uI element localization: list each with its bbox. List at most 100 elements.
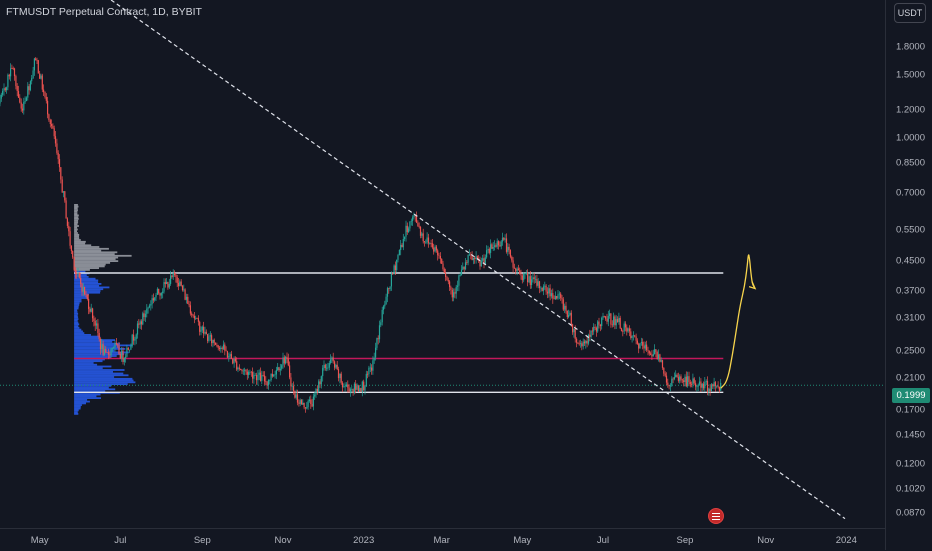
candle xyxy=(109,351,111,359)
candle xyxy=(156,287,158,295)
candle xyxy=(538,280,541,294)
candle xyxy=(139,319,141,329)
candle xyxy=(33,57,35,76)
volume-profile-bar xyxy=(74,214,79,217)
volume-profile-bar xyxy=(74,230,77,233)
candle xyxy=(640,337,642,346)
descending-trendline[interactable] xyxy=(110,0,846,520)
volume-profile-bar xyxy=(74,367,103,370)
candle xyxy=(266,381,268,389)
volume-profile-bar xyxy=(74,413,79,415)
price-tick-label: 0.0870 xyxy=(895,507,925,519)
candle xyxy=(657,349,660,362)
candle xyxy=(577,342,579,345)
candle xyxy=(628,325,631,337)
candle xyxy=(344,382,346,392)
volume-profile-bar xyxy=(74,376,115,378)
candle xyxy=(507,243,509,256)
volume-profile-bar xyxy=(74,384,112,387)
candle xyxy=(130,343,132,350)
exchange-label: BYBIT xyxy=(171,6,202,18)
candle xyxy=(599,323,601,332)
candle xyxy=(704,377,706,392)
candle xyxy=(696,385,698,392)
candle xyxy=(275,366,277,380)
candle xyxy=(54,131,57,147)
us-flag-event-icon[interactable] xyxy=(708,508,724,524)
candle xyxy=(466,260,468,265)
price-axis[interactable]: 2.20001.80001.50001.20001.00000.85000.70… xyxy=(885,0,932,550)
candle xyxy=(635,333,637,345)
volume-profile-bar xyxy=(74,386,109,389)
candle xyxy=(267,379,269,390)
candle xyxy=(319,379,321,388)
volume-profile-bar xyxy=(74,335,101,338)
candle xyxy=(582,338,584,350)
candle xyxy=(377,335,379,345)
candle xyxy=(712,383,714,389)
candle xyxy=(52,123,54,129)
candle xyxy=(382,304,385,315)
candle xyxy=(316,385,318,395)
candle xyxy=(143,310,145,321)
candle xyxy=(598,317,600,329)
candle xyxy=(181,285,184,292)
candle xyxy=(443,267,445,273)
candle xyxy=(691,381,693,388)
candle xyxy=(636,338,638,345)
candle xyxy=(371,364,373,375)
candle xyxy=(214,342,217,346)
candle xyxy=(695,380,697,391)
candle xyxy=(77,267,79,277)
candle xyxy=(287,353,289,367)
candle xyxy=(35,57,37,61)
volume-profile-bar xyxy=(74,363,98,366)
candle xyxy=(544,281,546,290)
candle xyxy=(90,303,92,313)
candle xyxy=(408,226,410,233)
candle xyxy=(213,338,215,346)
candle xyxy=(142,311,144,326)
candle xyxy=(302,399,304,405)
candle xyxy=(475,251,477,264)
currency-button[interactable]: USDT xyxy=(894,3,926,23)
candle xyxy=(98,328,100,342)
candle xyxy=(294,390,296,399)
volume-profile-bar xyxy=(74,223,78,226)
candle xyxy=(238,364,240,371)
forecast-path[interactable] xyxy=(720,254,756,389)
candle xyxy=(716,385,718,389)
candle xyxy=(597,320,599,333)
candle xyxy=(11,64,13,69)
candle xyxy=(525,270,527,276)
candle xyxy=(134,336,136,346)
candle xyxy=(490,239,492,259)
candle xyxy=(562,297,564,311)
candle xyxy=(318,379,320,393)
candle xyxy=(323,360,325,371)
candle xyxy=(180,279,182,287)
candle xyxy=(375,342,377,361)
candle xyxy=(105,346,107,354)
volume-profile-bar xyxy=(74,209,78,212)
candle xyxy=(121,347,123,362)
candle xyxy=(348,384,350,393)
candle xyxy=(613,312,615,327)
candle xyxy=(133,329,135,345)
candle xyxy=(586,335,588,348)
price-chart[interactable] xyxy=(0,0,885,528)
candle xyxy=(369,363,371,373)
candle xyxy=(706,376,709,396)
candle xyxy=(81,282,83,296)
volume-profile-bar xyxy=(74,246,100,248)
candle xyxy=(429,242,431,245)
price-tick-label: 1.0000 xyxy=(895,132,925,144)
candle xyxy=(550,289,552,299)
candle xyxy=(327,362,329,371)
time-axis[interactable]: May Jul Sep Nov 2023 Mar May Jul Sep Nov 2024 xyxy=(0,528,885,551)
volume-profile-bar xyxy=(74,233,80,236)
candle xyxy=(394,261,396,275)
candle xyxy=(310,395,312,409)
candle xyxy=(494,240,496,251)
